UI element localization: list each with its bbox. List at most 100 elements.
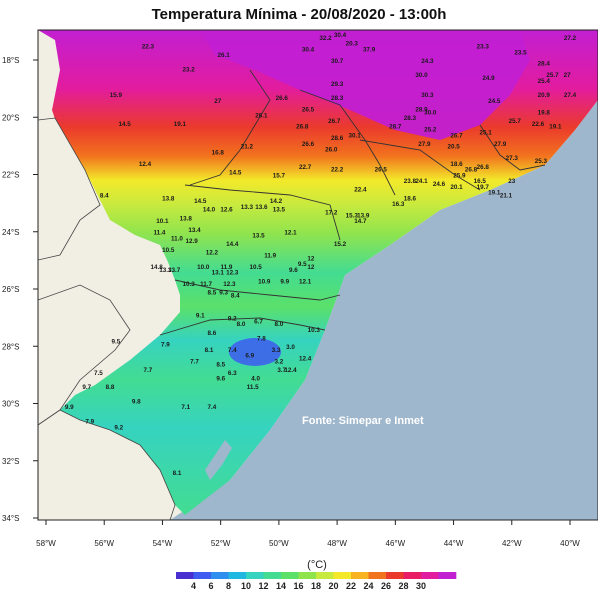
- station-value: 28.3: [404, 115, 417, 122]
- station-value: 21.2: [241, 144, 254, 151]
- colorbar-swatch: [176, 572, 194, 579]
- station-value: 27.2: [564, 35, 577, 42]
- colorbar-swatch: [386, 572, 404, 579]
- lat-label: 28°S: [2, 342, 19, 351]
- lon-label: 40°W: [560, 539, 580, 548]
- station-value: 27: [564, 72, 572, 79]
- station-value: 8.1: [205, 347, 214, 354]
- station-value: 9.6: [216, 376, 225, 383]
- station-value: 3.3: [272, 347, 281, 354]
- station-value: 8.4: [100, 192, 109, 199]
- station-value: 28.3: [331, 95, 344, 102]
- station-value: 7.4: [208, 404, 217, 411]
- station-value: 27.4: [564, 92, 577, 99]
- station-value: 25.7: [509, 118, 522, 125]
- station-value: 27.9: [494, 141, 507, 148]
- station-value: 10.5: [162, 247, 175, 254]
- station-value: 15.3: [346, 212, 359, 219]
- station-value: 8.8: [106, 384, 115, 391]
- station-value: 8.0: [275, 321, 284, 328]
- station-value: 9.8: [132, 399, 141, 406]
- station-value: 9.3: [219, 290, 228, 297]
- lat-label: 24°S: [2, 228, 19, 237]
- station-value: 22.4: [354, 187, 367, 194]
- station-value: 13.3: [159, 267, 172, 274]
- station-value: 25.4: [538, 78, 551, 85]
- map-area: 32.2 30.430.420.330.737.922.326.123.223.3…: [38, 30, 598, 520]
- station-value: 19.1: [549, 124, 562, 131]
- station-value: 7.7: [144, 367, 153, 374]
- station-value: 24.1: [415, 178, 428, 185]
- station-value: 19.1: [174, 121, 187, 128]
- colorbar-tick-label: 22: [346, 581, 356, 591]
- colorbar-tick-label: 20: [328, 581, 338, 591]
- station-value: 27: [214, 98, 222, 105]
- station-value: 12.2: [206, 250, 219, 257]
- station-value: 11.4: [154, 230, 166, 237]
- station-value: 20.1: [450, 184, 463, 191]
- station-value: 10.0: [197, 264, 210, 271]
- station-value: 30.4: [334, 32, 347, 39]
- colorbar-swatch: [421, 572, 439, 579]
- lat-label: 20°S: [2, 113, 19, 122]
- lon-label: 46°W: [386, 539, 406, 548]
- source-note: Fonte: Simepar e Inmet: [302, 415, 424, 427]
- station-value: 30.0: [424, 109, 437, 116]
- station-value: 6.3: [228, 370, 237, 377]
- map-frame: [37, 29, 598, 521]
- station-value: 28.9: [415, 107, 428, 114]
- station-value: 26.5: [375, 167, 388, 174]
- station-value: 16.3: [392, 201, 405, 208]
- station-value: 23.2: [182, 66, 195, 73]
- station-value: 25.9: [453, 172, 466, 179]
- lat-label: 22°S: [2, 171, 19, 180]
- station-value: 11.9: [221, 264, 233, 271]
- station-value: 7.8: [257, 336, 266, 343]
- lon-label: 58°W: [36, 539, 56, 548]
- station-value: 14.2: [270, 198, 283, 205]
- station-value: 24.3: [421, 58, 434, 65]
- station-value: 26.8: [465, 167, 478, 174]
- station-value: 25.3: [535, 158, 548, 165]
- station-value: 10.9: [258, 278, 271, 285]
- colorbar-tick-label: 30: [416, 581, 426, 591]
- colorbar-swatch: [298, 572, 317, 579]
- station-value: 14.7: [354, 218, 367, 225]
- station-value: 22.6: [532, 121, 545, 128]
- colorbar-tick-label: 24: [363, 581, 373, 591]
- lon-label: 42°W: [502, 539, 522, 548]
- station-value: 23.8: [404, 178, 417, 185]
- station-value: 30.4: [302, 46, 315, 53]
- station-value: 26.6: [302, 141, 315, 148]
- station-value: 3.7: [277, 367, 286, 374]
- uruguay-region: [38, 409, 176, 520]
- station-value: 9.6: [289, 267, 298, 274]
- station-value: 16.5: [474, 178, 487, 185]
- station-value: 11.5: [247, 384, 259, 391]
- colorbar-swatch: [228, 572, 247, 579]
- station-value: 10.3: [308, 327, 321, 334]
- station-value: 8.4: [231, 293, 240, 300]
- station-value: 26.8: [296, 124, 309, 131]
- station-value: 26.5: [302, 107, 315, 114]
- station-value: 26.1: [217, 52, 230, 59]
- station-value: 26.7: [328, 118, 341, 125]
- station-value: 15.9: [110, 92, 123, 99]
- station-value: 14.4: [226, 241, 239, 248]
- colorbar-swatch: [333, 572, 352, 579]
- station-value: 9.5: [298, 261, 307, 268]
- colorbar-tick-label: 18: [311, 581, 321, 591]
- station-labels: 32.2 30.430.420.330.737.922.326.123.223.3…: [65, 32, 577, 477]
- station-value: 23: [508, 178, 516, 185]
- colorbar-swatch: [368, 572, 387, 579]
- colorbar-swatch: [193, 572, 212, 579]
- station-value: 13.9: [357, 212, 370, 219]
- station-value: 12.1: [299, 278, 312, 285]
- lagoon: [205, 440, 232, 480]
- cool-pocket: [229, 338, 281, 366]
- station-value: 19.1: [488, 190, 501, 197]
- station-value: 13.3: [241, 204, 254, 211]
- station-value: 8.6: [208, 330, 217, 337]
- station-value: 30.3: [421, 92, 434, 99]
- station-value: 7.7: [190, 358, 199, 365]
